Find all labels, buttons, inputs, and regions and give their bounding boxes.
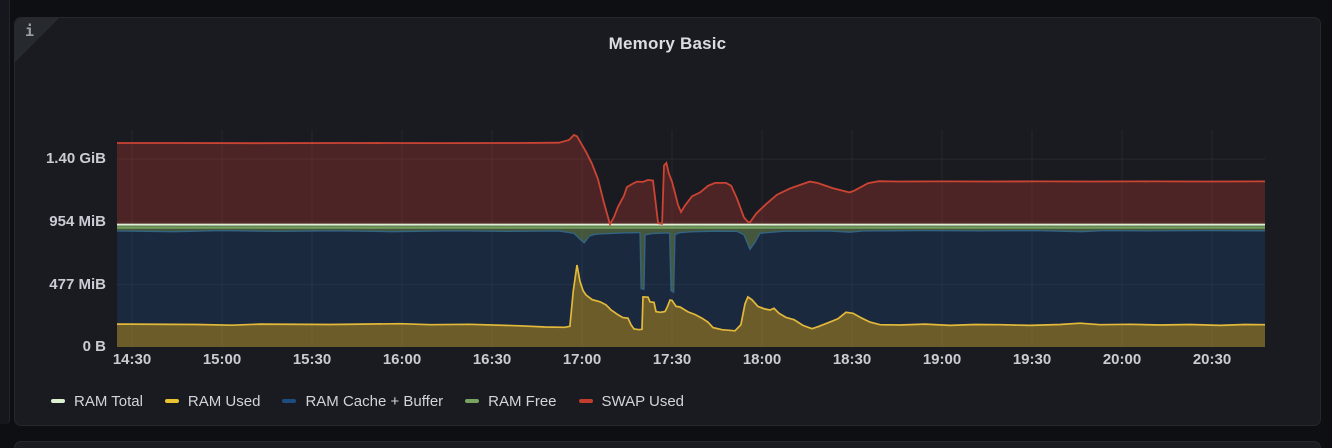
adjacent-panel-below-edge — [14, 441, 1321, 448]
legend-swatch-icon — [282, 399, 297, 403]
x-axis-tick-label: 15:30 — [292, 351, 332, 368]
y-axis-tick-label: 954 MiB — [49, 213, 106, 230]
x-axis-tick-label: 16:30 — [472, 351, 512, 368]
x-axis-tick-label: 18:30 — [832, 351, 872, 368]
x-axis-tick-label: 18:00 — [742, 351, 782, 368]
x-axis-tick-label: 19:30 — [1012, 351, 1052, 368]
info-icon: i — [25, 22, 35, 40]
panel-info-corner[interactable]: i — [15, 18, 59, 62]
x-axis-tick-label: 17:00 — [562, 351, 602, 368]
x-axis-tick-label: 20:30 — [1192, 351, 1232, 368]
x-axis-tick-label: 17:30 — [652, 351, 692, 368]
x-axis-tick-label: 16:00 — [382, 351, 422, 368]
y-axis-tick-label: 1.40 GiB — [45, 150, 106, 168]
legend-item-ram-used[interactable]: RAM Used — [164, 392, 261, 410]
legend-label: RAM Cache + Buffer — [305, 392, 444, 410]
panel-title[interactable]: Memory Basic — [608, 34, 727, 53]
x-axis-tick-label: 20:00 — [1102, 351, 1142, 368]
series-area-ram-used — [117, 265, 1265, 347]
legend-item-ram-cache-buffer[interactable]: RAM Cache + Buffer — [282, 393, 443, 410]
legend-item-swap-used[interactable]: SWAP Used — [578, 392, 685, 410]
legend-swatch-icon — [465, 399, 480, 403]
legend-label: RAM Free — [488, 392, 557, 410]
legend-label: RAM Used — [187, 392, 261, 410]
series-area-ram-cache-buffer — [117, 230, 1265, 331]
y-axis-tick-label: 477 MiB — [49, 275, 106, 293]
x-axis-tick-label: 14:30 — [112, 351, 152, 368]
y-axis-tick-label: 0 B — [82, 338, 106, 355]
legend-item-ram-free[interactable]: RAM Free — [465, 392, 557, 410]
legend-swatch-icon — [164, 399, 179, 403]
series-line-ram-used — [117, 264, 1265, 332]
legend-swatch-icon — [51, 399, 65, 403]
series-area-swap-used — [117, 135, 1265, 226]
x-axis-tick-label: 19:00 — [922, 351, 962, 368]
legend-swatch-icon — [578, 399, 593, 403]
legend-item-ram-total[interactable]: RAM Total — [51, 393, 143, 410]
legend: RAM Total RAM Used RAM Cache + Buffer RAM F… — [51, 390, 684, 412]
adjacent-panel-left-edge — [0, 0, 10, 424]
memory-chart[interactable] — [117, 130, 1265, 347]
legend-label: RAM Total — [74, 392, 143, 410]
x-axis-tick-label: 15:00 — [202, 351, 242, 368]
series-line-ram-cache-buffer — [117, 229, 1265, 294]
legend-label: SWAP Used — [601, 392, 685, 410]
memory-basic-panel: i Memory Basic — [14, 17, 1321, 426]
series-line-swap-used — [117, 133, 1265, 227]
